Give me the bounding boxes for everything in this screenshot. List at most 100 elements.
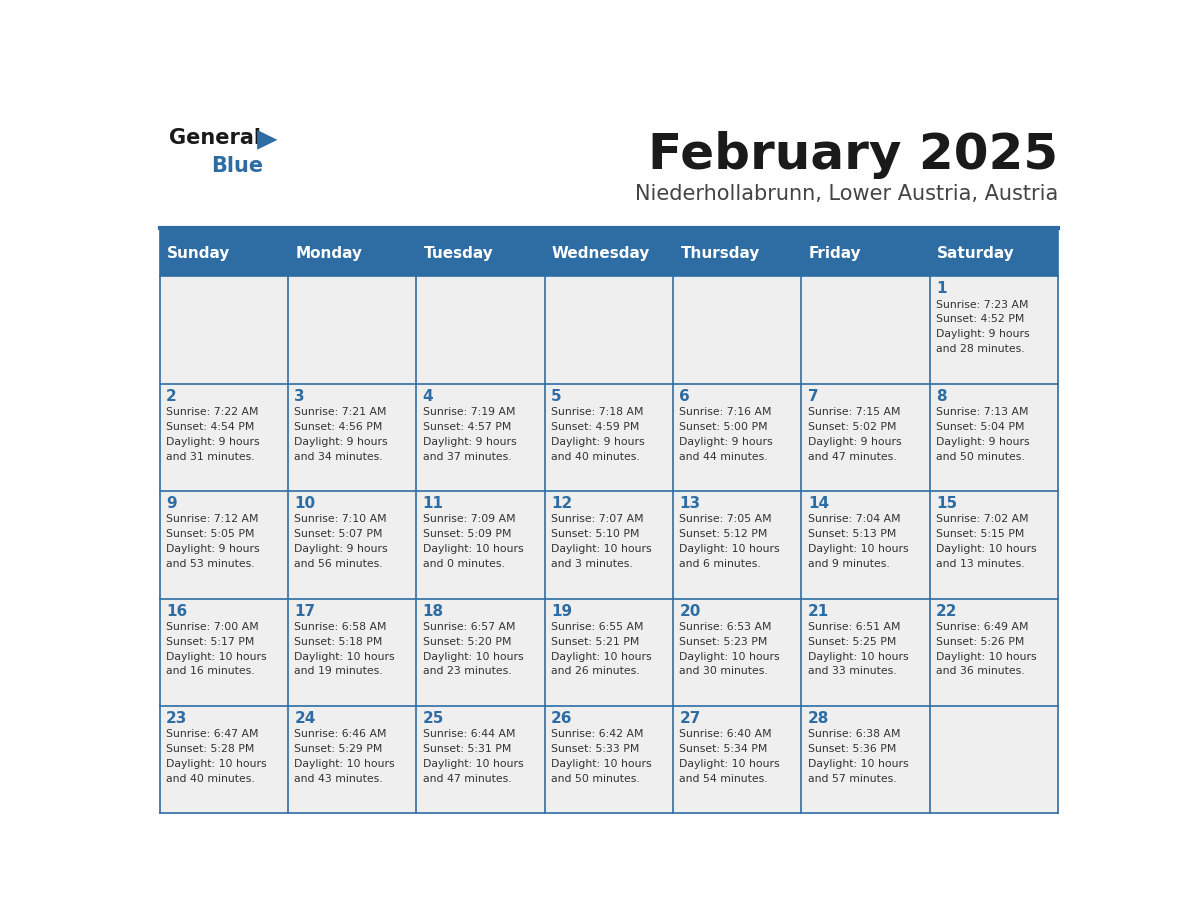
- Text: 25: 25: [423, 711, 444, 726]
- Text: Sunrise: 7:00 AM: Sunrise: 7:00 AM: [166, 621, 259, 632]
- Text: Sunset: 5:21 PM: Sunset: 5:21 PM: [551, 637, 639, 647]
- Text: 4: 4: [423, 388, 434, 404]
- Text: Sunrise: 6:44 AM: Sunrise: 6:44 AM: [423, 730, 516, 739]
- Text: and 36 minutes.: and 36 minutes.: [936, 666, 1025, 677]
- Text: 13: 13: [680, 496, 701, 511]
- Text: Sunrise: 7:07 AM: Sunrise: 7:07 AM: [551, 514, 644, 524]
- Bar: [159, 230, 1059, 276]
- Text: Sunrise: 7:04 AM: Sunrise: 7:04 AM: [808, 514, 901, 524]
- Text: Sunrise: 7:09 AM: Sunrise: 7:09 AM: [423, 514, 516, 524]
- Text: and 44 minutes.: and 44 minutes.: [680, 452, 769, 462]
- Bar: [159, 599, 287, 706]
- Text: Sunset: 5:00 PM: Sunset: 5:00 PM: [680, 422, 769, 431]
- Text: Daylight: 10 hours: Daylight: 10 hours: [551, 759, 652, 769]
- Text: and 28 minutes.: and 28 minutes.: [936, 344, 1025, 354]
- Text: and 6 minutes.: and 6 minutes.: [680, 559, 762, 569]
- Text: Monday: Monday: [296, 246, 362, 261]
- Text: Sunset: 5:23 PM: Sunset: 5:23 PM: [680, 637, 767, 647]
- Bar: [159, 706, 287, 813]
- Bar: [416, 384, 544, 491]
- Text: Sunrise: 6:42 AM: Sunrise: 6:42 AM: [551, 730, 644, 739]
- Text: Sunset: 5:29 PM: Sunset: 5:29 PM: [295, 744, 383, 755]
- Text: and 26 minutes.: and 26 minutes.: [551, 666, 639, 677]
- Text: 17: 17: [295, 603, 316, 619]
- Text: Sunrise: 6:49 AM: Sunrise: 6:49 AM: [936, 621, 1029, 632]
- Text: 18: 18: [423, 603, 444, 619]
- Text: and 33 minutes.: and 33 minutes.: [808, 666, 897, 677]
- Text: and 57 minutes.: and 57 minutes.: [808, 774, 897, 784]
- Text: Sunrise: 7:02 AM: Sunrise: 7:02 AM: [936, 514, 1029, 524]
- Text: General: General: [169, 128, 260, 148]
- Text: Sunrise: 6:55 AM: Sunrise: 6:55 AM: [551, 621, 644, 632]
- Text: and 30 minutes.: and 30 minutes.: [680, 666, 769, 677]
- Polygon shape: [257, 130, 278, 150]
- Bar: [930, 384, 1059, 491]
- Text: Sunrise: 7:10 AM: Sunrise: 7:10 AM: [295, 514, 387, 524]
- Text: 2: 2: [166, 388, 177, 404]
- Bar: [930, 599, 1059, 706]
- Text: Sunrise: 7:16 AM: Sunrise: 7:16 AM: [680, 407, 772, 417]
- Bar: [544, 599, 674, 706]
- Text: Sunrise: 7:05 AM: Sunrise: 7:05 AM: [680, 514, 772, 524]
- Bar: [287, 599, 416, 706]
- Text: Daylight: 9 hours: Daylight: 9 hours: [295, 544, 388, 554]
- Bar: [416, 491, 544, 599]
- Text: 12: 12: [551, 496, 573, 511]
- Text: 11: 11: [423, 496, 444, 511]
- Text: Daylight: 9 hours: Daylight: 9 hours: [936, 330, 1030, 340]
- Text: Sunset: 5:07 PM: Sunset: 5:07 PM: [295, 530, 383, 540]
- Text: and 50 minutes.: and 50 minutes.: [936, 452, 1025, 462]
- Text: Sunrise: 7:21 AM: Sunrise: 7:21 AM: [295, 407, 387, 417]
- Text: and 53 minutes.: and 53 minutes.: [166, 559, 254, 569]
- Text: Daylight: 9 hours: Daylight: 9 hours: [680, 437, 773, 447]
- Text: Sunday: Sunday: [166, 246, 230, 261]
- Bar: [674, 599, 802, 706]
- Text: and 34 minutes.: and 34 minutes.: [295, 452, 383, 462]
- Bar: [159, 491, 287, 599]
- Text: Niederhollabrunn, Lower Austria, Austria: Niederhollabrunn, Lower Austria, Austria: [634, 185, 1059, 205]
- Text: 1: 1: [936, 281, 947, 297]
- Text: Sunset: 4:57 PM: Sunset: 4:57 PM: [423, 422, 511, 431]
- Text: and 13 minutes.: and 13 minutes.: [936, 559, 1025, 569]
- Text: Sunset: 4:54 PM: Sunset: 4:54 PM: [166, 422, 254, 431]
- Text: Sunrise: 7:23 AM: Sunrise: 7:23 AM: [936, 299, 1029, 309]
- Text: Sunrise: 7:15 AM: Sunrise: 7:15 AM: [808, 407, 901, 417]
- Text: Sunset: 5:09 PM: Sunset: 5:09 PM: [423, 530, 511, 540]
- Text: Daylight: 9 hours: Daylight: 9 hours: [936, 437, 1030, 447]
- Text: and 43 minutes.: and 43 minutes.: [295, 774, 383, 784]
- Text: 22: 22: [936, 603, 958, 619]
- Text: Daylight: 9 hours: Daylight: 9 hours: [423, 437, 517, 447]
- Text: 5: 5: [551, 388, 562, 404]
- Text: Sunrise: 7:12 AM: Sunrise: 7:12 AM: [166, 514, 259, 524]
- Text: and 47 minutes.: and 47 minutes.: [423, 774, 511, 784]
- Text: Daylight: 10 hours: Daylight: 10 hours: [551, 652, 652, 662]
- Text: Sunset: 5:12 PM: Sunset: 5:12 PM: [680, 530, 767, 540]
- Bar: [544, 491, 674, 599]
- Text: Daylight: 10 hours: Daylight: 10 hours: [423, 652, 524, 662]
- Text: Daylight: 10 hours: Daylight: 10 hours: [808, 544, 909, 554]
- Text: and 3 minutes.: and 3 minutes.: [551, 559, 633, 569]
- Text: and 19 minutes.: and 19 minutes.: [295, 666, 383, 677]
- Text: and 0 minutes.: and 0 minutes.: [423, 559, 505, 569]
- Bar: [674, 276, 802, 384]
- Bar: [544, 706, 674, 813]
- Text: 15: 15: [936, 496, 958, 511]
- Text: Daylight: 9 hours: Daylight: 9 hours: [808, 437, 902, 447]
- Bar: [416, 276, 544, 384]
- Text: Sunset: 5:33 PM: Sunset: 5:33 PM: [551, 744, 639, 755]
- Text: 10: 10: [295, 496, 316, 511]
- Text: 3: 3: [295, 388, 305, 404]
- Text: 26: 26: [551, 711, 573, 726]
- Bar: [674, 491, 802, 599]
- Text: 7: 7: [808, 388, 819, 404]
- Bar: [802, 599, 930, 706]
- Text: Daylight: 10 hours: Daylight: 10 hours: [295, 652, 394, 662]
- Bar: [802, 491, 930, 599]
- Bar: [287, 491, 416, 599]
- Text: Daylight: 10 hours: Daylight: 10 hours: [423, 544, 524, 554]
- Bar: [802, 276, 930, 384]
- Bar: [287, 706, 416, 813]
- Text: and 37 minutes.: and 37 minutes.: [423, 452, 511, 462]
- Text: Daylight: 10 hours: Daylight: 10 hours: [166, 652, 266, 662]
- Text: Daylight: 10 hours: Daylight: 10 hours: [936, 652, 1037, 662]
